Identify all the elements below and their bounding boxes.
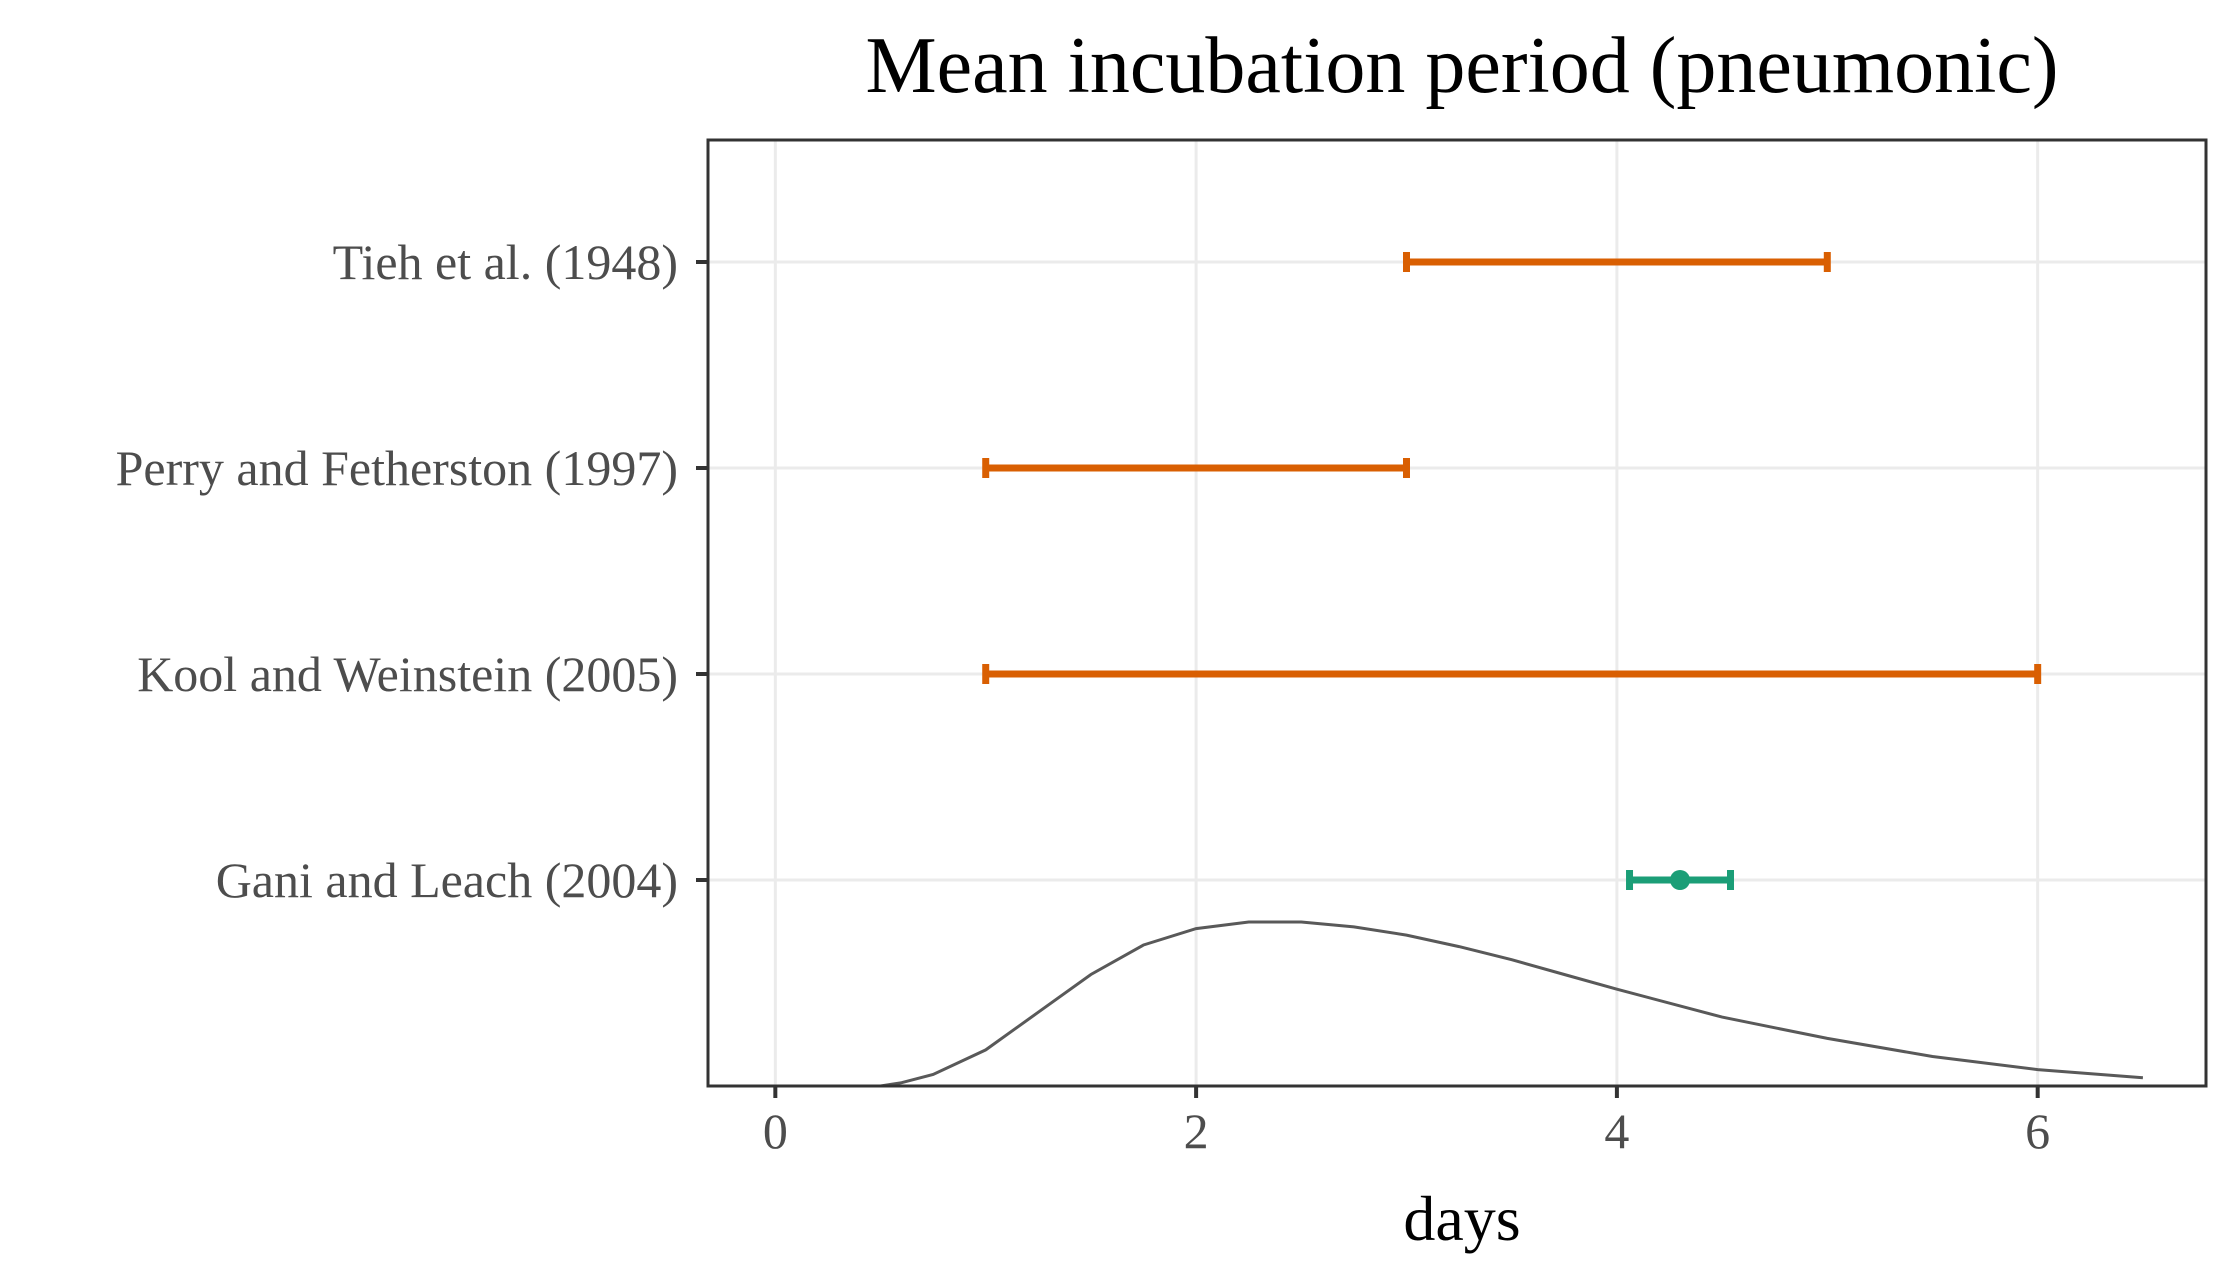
density-layer bbox=[880, 920, 2144, 1088]
y-axis: Tieh et al. (1948) Perry and Fetherston (… bbox=[116, 234, 708, 908]
y-tick-label: Perry and Fetherston (1997) bbox=[116, 440, 678, 496]
grid-lines bbox=[708, 140, 2206, 1086]
density-curve bbox=[880, 920, 2144, 1088]
y-tick-label: Gani and Leach (2004) bbox=[216, 852, 678, 908]
interval-2 bbox=[982, 458, 1411, 478]
y-tick-label: Tieh et al. (1948) bbox=[333, 234, 678, 290]
x-tick-label: 0 bbox=[763, 1103, 788, 1159]
interval-3 bbox=[982, 664, 2042, 684]
y-tick-label: Kool and Weinstein (2005) bbox=[137, 646, 678, 702]
plot-panel bbox=[706, 138, 2208, 1088]
interval-point bbox=[1670, 870, 1691, 890]
x-axis-label: days bbox=[1403, 1183, 1520, 1254]
interval-layer bbox=[982, 252, 2042, 890]
x-tick-label: 2 bbox=[1184, 1103, 1209, 1159]
interval-1 bbox=[1403, 252, 1831, 272]
x-tick-label: 6 bbox=[2025, 1103, 2050, 1159]
chart-title: Mean incubation period (pneumonic) bbox=[866, 22, 2059, 110]
x-axis: 0 2 4 6 bbox=[763, 1086, 2050, 1159]
x-tick-label: 4 bbox=[1604, 1103, 1629, 1159]
interval-4 bbox=[1626, 870, 1735, 890]
